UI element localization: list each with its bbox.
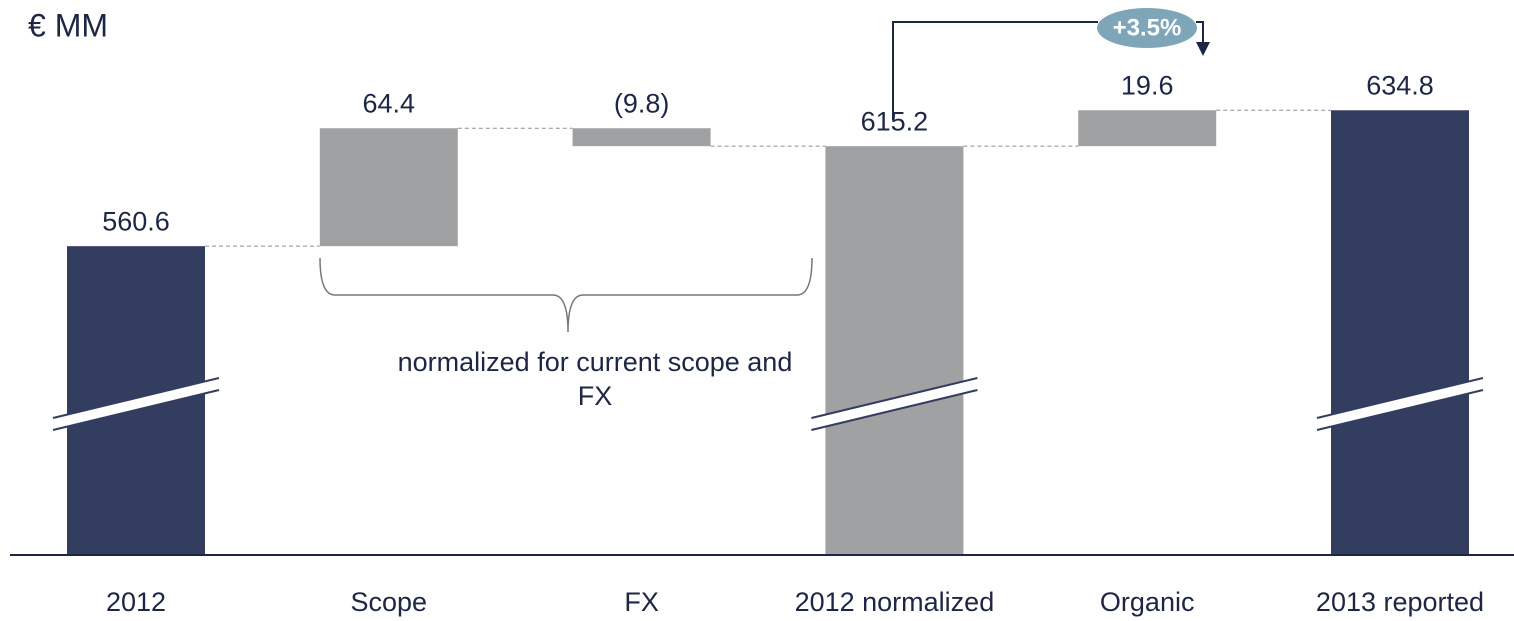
x-tick-label: Organic — [1100, 587, 1195, 617]
value-label: (9.8) — [614, 88, 670, 118]
axis-break-line — [811, 377, 978, 419]
x-tick-label: 2013 reported — [1316, 587, 1484, 617]
x-tick-label: Scope — [351, 587, 428, 617]
axis-break-gap — [53, 378, 219, 430]
x-tick-label: 2012 normalized — [795, 587, 995, 617]
growth-arrow — [892, 21, 1204, 120]
value-label: 560.6 — [102, 206, 170, 236]
bar — [1078, 110, 1217, 147]
arrow-head — [1196, 42, 1210, 56]
bar — [319, 128, 458, 247]
growth-bubble — [1097, 8, 1197, 48]
bar — [572, 128, 711, 147]
bracket-annotation: normalized for current scope and FX — [397, 347, 793, 411]
axis-break-gap — [1317, 378, 1483, 430]
axis-break-line — [52, 377, 220, 419]
value-label: 634.8 — [1366, 70, 1434, 100]
x-tick-label: 2012 — [106, 587, 166, 617]
x-tick-label: FX — [624, 587, 659, 617]
axis-break-line — [52, 389, 220, 431]
growth-label: +3.5% — [1113, 14, 1182, 41]
bar — [825, 146, 964, 555]
axis-break-line — [1316, 389, 1484, 431]
value-label: 19.6 — [1121, 70, 1174, 100]
bar — [1331, 110, 1469, 555]
bracket — [319, 257, 813, 333]
value-label: 615.2 — [861, 106, 929, 136]
axis-break-line — [811, 389, 978, 431]
unit-label: € MM — [28, 7, 108, 43]
axis-break-line — [1316, 377, 1484, 419]
value-label: 64.4 — [363, 88, 416, 118]
axis-break-gap — [811, 378, 978, 430]
